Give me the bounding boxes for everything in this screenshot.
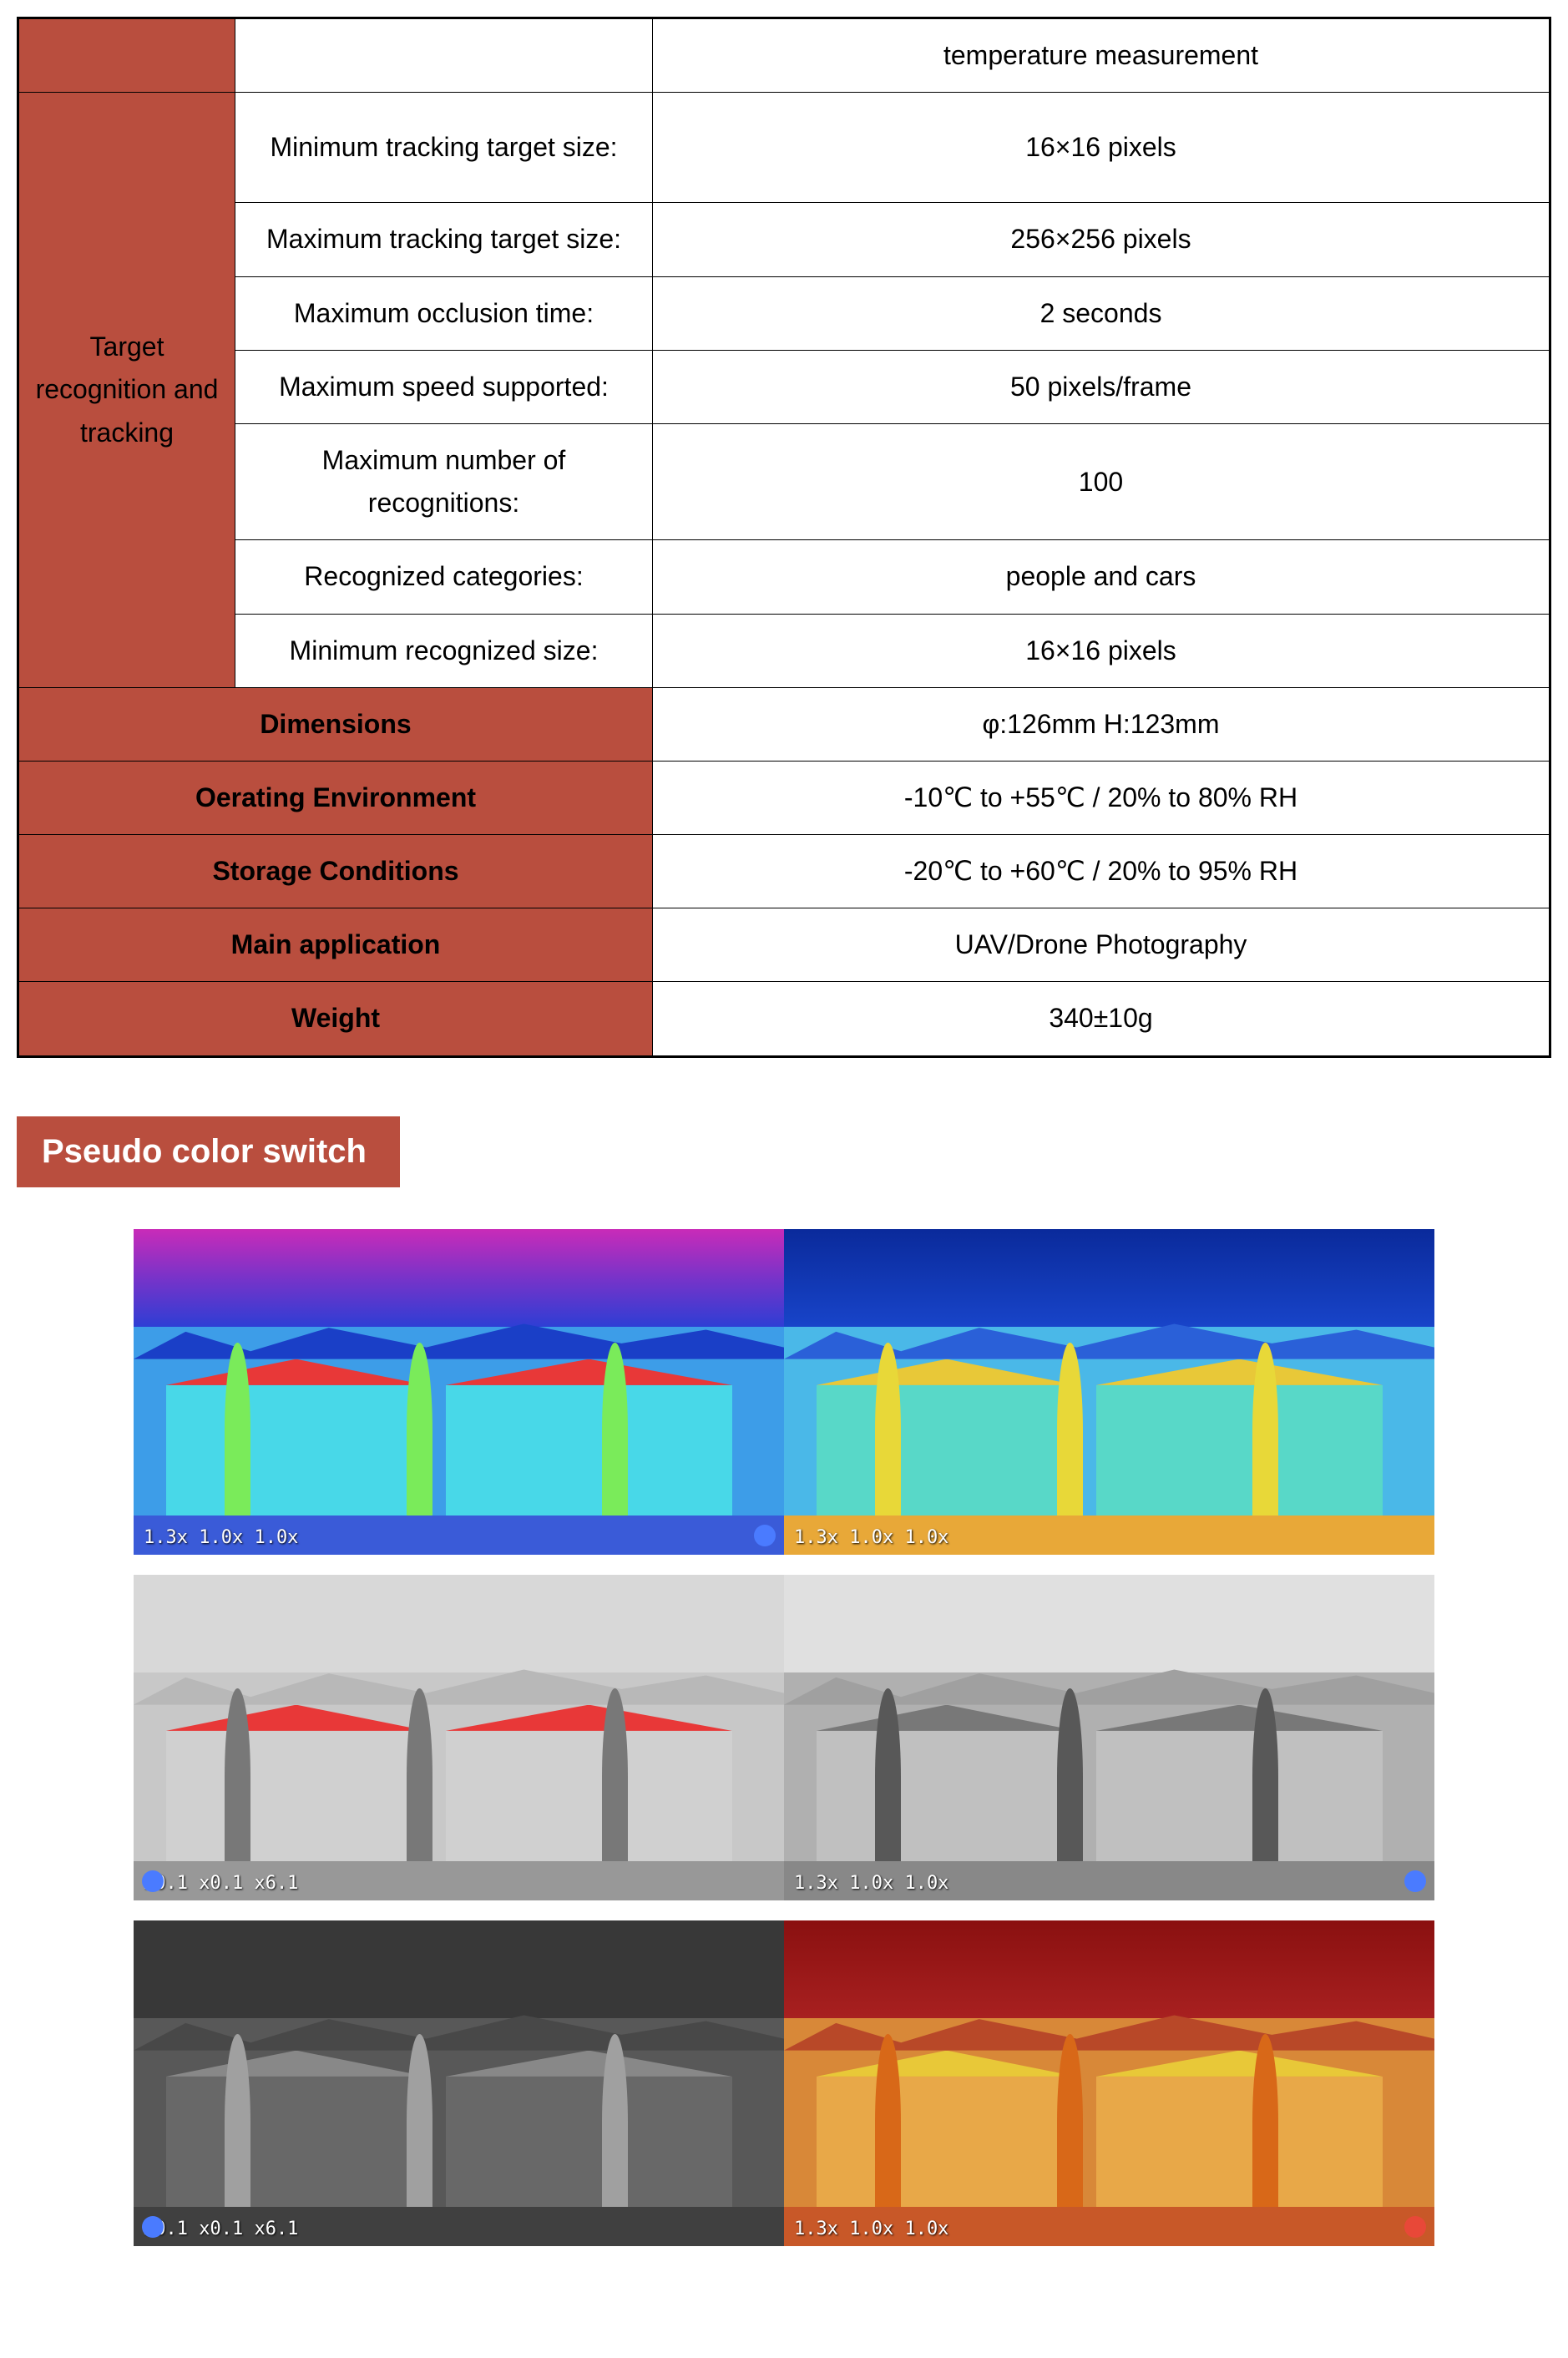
thermal-image: x0.1 x0.1 x6.1	[134, 1575, 784, 1900]
table-row: Main application UAV/Drone Photography	[18, 908, 1550, 982]
specifications-table: temperature measurement Target recogniti…	[17, 17, 1551, 1058]
param-cell: Maximum occlusion time:	[235, 276, 653, 350]
zoom-overlay-text: x0.1 x0.1 x6.1	[144, 2219, 298, 2239]
thermal-image: 1.3x 1.0x 1.0x	[784, 1229, 1434, 1555]
corner-icon	[1404, 1870, 1426, 1892]
table-row: Dimensions φ:126mm H:123mm	[18, 687, 1550, 761]
value-cell: -10℃ to +55℃ / 20% to 80% RH	[653, 761, 1550, 834]
zoom-overlay-text: 1.3x 1.0x 1.0x	[794, 1873, 948, 1894]
full-header-cell: Dimensions	[18, 687, 653, 761]
table-row: Weight 340±10g	[18, 982, 1550, 1056]
value-cell: UAV/Drone Photography	[653, 908, 1550, 982]
corner-icon	[142, 1870, 164, 1892]
value-cell: 256×256 pixels	[653, 203, 1550, 276]
value-cell: 16×16 pixels	[653, 614, 1550, 687]
param-cell: Recognized categories:	[235, 540, 653, 614]
table-row: Maximum tracking target size: 256×256 pi…	[18, 203, 1550, 276]
value-cell: people and cars	[653, 540, 1550, 614]
thermal-image-grid: 1.3x 1.0x 1.0x1.3x 1.0x 1.0xx0.1 x0.1 x6…	[17, 1229, 1551, 2246]
blank-category-cell	[18, 18, 235, 93]
value-cell: temperature measurement	[653, 18, 1550, 93]
full-header-cell: Oerating Environment	[18, 761, 653, 834]
thermal-image-row: x0.1 x0.1 x6.1 1.3x 1.0x 1.0x	[134, 1575, 1434, 1900]
section-header-pseudo-color: Pseudo color switch	[17, 1116, 400, 1187]
table-row: Minimum recognized size: 16×16 pixels	[18, 614, 1550, 687]
full-header-cell: Weight	[18, 982, 653, 1056]
value-cell: 340±10g	[653, 982, 1550, 1056]
zoom-overlay-text: 1.3x 1.0x 1.0x	[794, 2219, 948, 2239]
param-cell: Minimum recognized size:	[235, 614, 653, 687]
param-cell: Maximum speed supported:	[235, 350, 653, 423]
corner-icon	[1404, 1525, 1426, 1546]
corner-icon	[754, 1525, 776, 1546]
param-cell: Minimum tracking target size:	[235, 93, 653, 203]
thermal-image-row: x0.1 x0.1 x6.1 1.3x 1.0x 1.0x	[134, 1920, 1434, 2246]
thermal-image-row: 1.3x 1.0x 1.0x 1.3x 1.0x 1.0x	[134, 1229, 1434, 1555]
table-row: Target recognition and tracking Minimum …	[18, 93, 1550, 203]
thermal-image: 1.3x 1.0x 1.0x	[784, 1575, 1434, 1900]
zoom-overlay-text: 1.3x 1.0x 1.0x	[144, 1527, 298, 1548]
value-cell: 100	[653, 423, 1550, 539]
table-row: Maximum number of recognitions: 100	[18, 423, 1550, 539]
thermal-image: 1.3x 1.0x 1.0x	[784, 1920, 1434, 2246]
param-cell: Maximum number of recognitions:	[235, 423, 653, 539]
zoom-overlay-text: 1.3x 1.0x 1.0x	[794, 1527, 948, 1548]
param-cell: Maximum tracking target size:	[235, 203, 653, 276]
value-cell: -20℃ to +60℃ / 20% to 95% RH	[653, 835, 1550, 908]
zoom-overlay-text: x0.1 x0.1 x6.1	[144, 1873, 298, 1894]
corner-icon	[142, 2216, 164, 2238]
full-header-cell: Storage Conditions	[18, 835, 653, 908]
table-row: Oerating Environment -10℃ to +55℃ / 20% …	[18, 761, 1550, 834]
corner-icon	[1404, 2216, 1426, 2238]
value-cell: 2 seconds	[653, 276, 1550, 350]
thermal-image: 1.3x 1.0x 1.0x	[134, 1229, 784, 1555]
value-cell: 16×16 pixels	[653, 93, 1550, 203]
table-row: Recognized categories: people and cars	[18, 540, 1550, 614]
category-cell-tracking: Target recognition and tracking	[18, 93, 235, 688]
full-header-cell: Main application	[18, 908, 653, 982]
thermal-image: x0.1 x0.1 x6.1	[134, 1920, 784, 2246]
value-cell: φ:126mm H:123mm	[653, 687, 1550, 761]
value-cell: 50 pixels/frame	[653, 350, 1550, 423]
table-row: temperature measurement	[18, 18, 1550, 93]
table-row: Storage Conditions -20℃ to +60℃ / 20% to…	[18, 835, 1550, 908]
table-row: Maximum occlusion time: 2 seconds	[18, 276, 1550, 350]
blank-param-cell	[235, 18, 653, 93]
table-row: Maximum speed supported: 50 pixels/frame	[18, 350, 1550, 423]
